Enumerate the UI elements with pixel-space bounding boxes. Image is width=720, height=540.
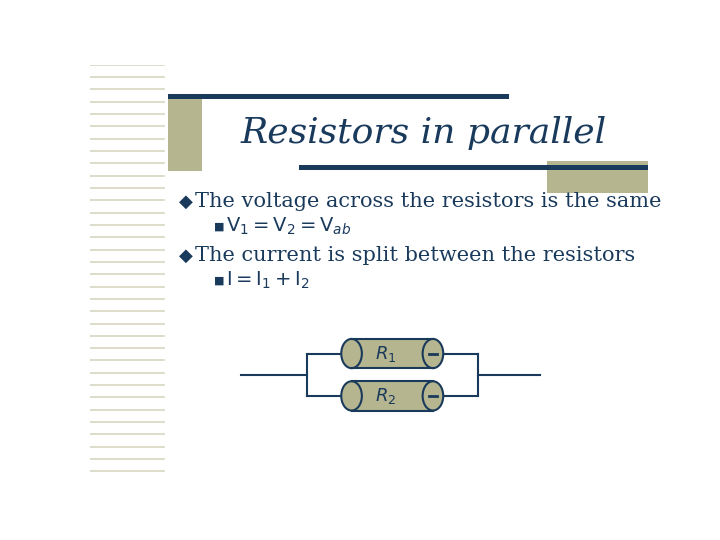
- Text: $\mathrm{I} = \mathrm{I}_1 + \mathrm{I}_2$: $\mathrm{I} = \mathrm{I}_1 + \mathrm{I}_…: [225, 270, 310, 291]
- Text: ■: ■: [214, 221, 225, 232]
- Text: The voltage across the resistors is the same: The voltage across the resistors is the …: [194, 192, 661, 211]
- Text: Resistors in parallel: Resistors in parallel: [240, 116, 606, 150]
- Text: The current is split between the resistors: The current is split between the resisto…: [194, 246, 635, 265]
- Text: $R_2$: $R_2$: [375, 386, 397, 406]
- Bar: [300, 165, 648, 170]
- Bar: [168, 94, 202, 171]
- Text: ◆: ◆: [179, 247, 193, 265]
- Bar: [351, 339, 433, 368]
- Text: ■: ■: [214, 275, 225, 286]
- Bar: [351, 381, 433, 410]
- Text: $\mathrm{V}_1 = \mathrm{V}_2 = \mathrm{V}_{ab}$: $\mathrm{V}_1 = \mathrm{V}_2 = \mathrm{V…: [225, 216, 351, 237]
- Ellipse shape: [423, 339, 444, 368]
- Text: ◆: ◆: [179, 193, 193, 211]
- Ellipse shape: [341, 381, 362, 410]
- Text: $R_1$: $R_1$: [375, 343, 397, 363]
- Bar: [168, 94, 508, 99]
- Ellipse shape: [423, 381, 444, 410]
- Ellipse shape: [341, 339, 362, 368]
- Bar: [547, 161, 648, 193]
